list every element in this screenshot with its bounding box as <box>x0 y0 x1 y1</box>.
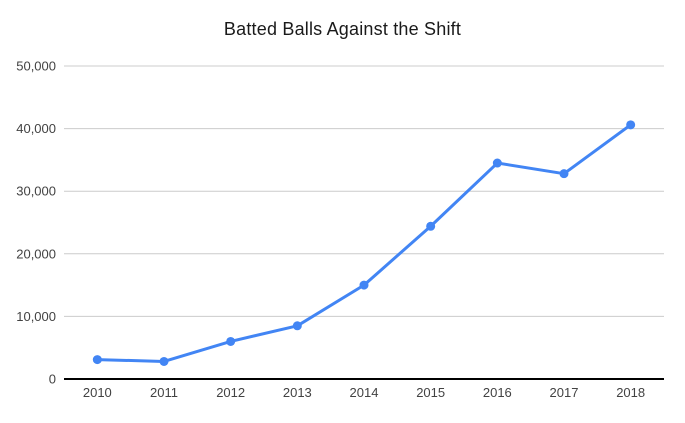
x-tick-label: 2014 <box>350 385 379 400</box>
y-tick-label: 40,000 <box>16 121 56 136</box>
x-tick-label: 2018 <box>616 385 645 400</box>
y-tick-label: 50,000 <box>16 59 56 74</box>
y-tick-label: 10,000 <box>16 309 56 324</box>
y-tick-label: 30,000 <box>16 184 56 199</box>
chart-title: Batted Balls Against the Shift <box>223 19 462 39</box>
x-tick-label: 2017 <box>550 385 579 400</box>
data-point <box>626 120 636 130</box>
x-tick-label: 2011 <box>150 385 178 400</box>
data-point <box>292 321 302 331</box>
x-tick-label: 2016 <box>483 385 512 400</box>
data-point <box>426 221 436 231</box>
data-point <box>359 280 369 290</box>
x-tick-label: 2013 <box>283 385 312 400</box>
y-tick-label: 0 <box>49 372 56 387</box>
data-point <box>559 169 569 179</box>
x-tick-label: 2015 <box>416 385 445 400</box>
data-point <box>492 158 502 168</box>
x-tick-label: 2010 <box>83 385 112 400</box>
x-tick-label: 2012 <box>216 385 245 400</box>
data-point <box>92 355 102 365</box>
line-series <box>95 123 633 363</box>
data-point <box>159 356 169 366</box>
data-point <box>226 336 236 346</box>
y-tick-label: 20,000 <box>16 246 56 261</box>
